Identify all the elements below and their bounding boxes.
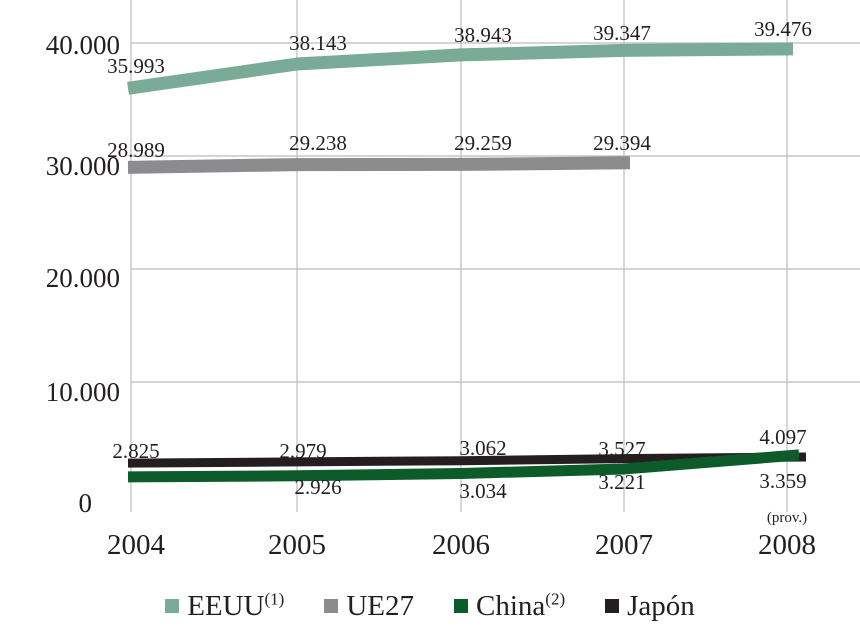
x-tick-label: 2008	[758, 529, 816, 561]
legend-label: EEUU(1)	[187, 588, 285, 622]
data-label: 3.062	[459, 436, 506, 460]
data-label: 2.926	[294, 475, 341, 499]
legend-item-japón: Japón	[605, 590, 695, 623]
y-tick-label: 20.000	[46, 263, 120, 293]
legend-label: Japón	[627, 589, 695, 622]
legend-swatch	[324, 599, 339, 613]
legend-swatch	[605, 599, 620, 613]
legend-label: China(2)	[476, 588, 566, 622]
data-label: 39.347	[593, 21, 651, 45]
x-tick-label: 2006	[432, 529, 490, 561]
series-lines	[127, 42, 807, 483]
x-axis-tick-labels: 2004 2005 2006 2007 2008 (prov.)	[107, 510, 816, 561]
x-tick-label: 2005	[268, 529, 326, 561]
legend-item-eeuu: EEUU(1)	[165, 590, 284, 623]
data-label: 2.825	[112, 439, 159, 463]
x-tick-note: (prov.)	[767, 510, 807, 526]
data-label: 4.097	[759, 425, 806, 449]
legend: EEUU(1) UE27 China(2) Japón	[0, 586, 860, 626]
series-line-ue27	[127, 156, 631, 174]
data-label: 3.527	[598, 437, 645, 461]
legend-swatch	[165, 599, 180, 613]
legend-item-china: China(2)	[454, 590, 565, 623]
data-label: 29.259	[454, 131, 512, 155]
data-label: 28.989	[107, 138, 165, 162]
grid-lines	[130, 0, 860, 512]
x-tick-label: 2007	[595, 529, 653, 561]
legend-item-ue27: UE27	[324, 590, 414, 623]
data-label: 3.221	[598, 470, 645, 494]
data-label: 38.943	[454, 23, 512, 47]
data-label: 29.238	[289, 131, 347, 155]
data-label: 29.394	[593, 131, 651, 155]
data-label: 3.359	[759, 469, 806, 493]
data-label: 39.476	[754, 17, 812, 41]
y-tick-label: 40.000	[46, 30, 120, 60]
series-line-eeuu	[127, 42, 794, 95]
data-label: 38.143	[289, 31, 347, 55]
series-line-china	[127, 449, 800, 483]
data-label: 3.034	[459, 479, 507, 503]
legend-swatch	[454, 599, 469, 613]
data-label: 2.979	[279, 439, 326, 463]
y-tick-label: 10.000	[46, 377, 120, 407]
y-tick-label: 30.000	[46, 151, 120, 181]
y-axis-tick-labels: 0 10.000 20.000 30.000 40.000	[46, 30, 120, 518]
y-tick-label: 0	[79, 488, 93, 518]
data-label: 35.993	[107, 54, 165, 78]
data-labels: 35.993 38.143 38.943 39.347 39.476 28.989 29.2…	[107, 17, 812, 503]
legend-label: UE27	[346, 589, 415, 622]
x-tick-label: 2004	[107, 529, 166, 561]
series-line-japón	[127, 452, 807, 468]
